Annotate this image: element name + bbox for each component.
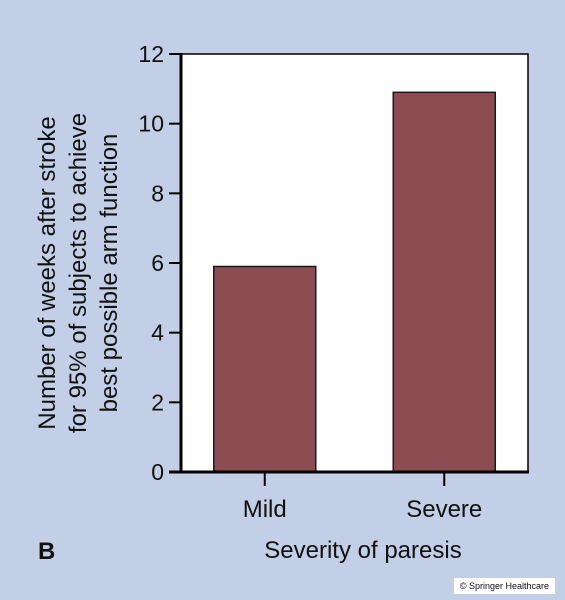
x-tick-label-severe: Severe (406, 496, 482, 523)
x-tick-label-mild: Mild (243, 496, 287, 523)
y-tick-label: 2 (151, 389, 164, 415)
y-axis-label-line: best possible arm function (96, 134, 123, 413)
y-axis-label-line: Number of weeks after stroke (34, 116, 61, 429)
x-axis-label: Severity of paresis (264, 537, 461, 564)
y-axis-label: Number of weeks after stroke for 95% of s… (34, 113, 123, 433)
copyright-notice: © Springer Healthcare (454, 578, 555, 594)
bar-severe (393, 92, 495, 472)
y-tick-label: 4 (151, 320, 164, 346)
panel-label: B (38, 538, 55, 566)
y-tick-label: 10 (138, 111, 164, 137)
y-axis-label-line: for 95% of subjects to achieve (65, 113, 92, 433)
y-tick-label: 0 (151, 459, 164, 485)
y-tick-label: 8 (151, 180, 164, 206)
bar-mild (214, 266, 316, 472)
y-tick-label: 6 (151, 250, 164, 276)
y-tick-label: 12 (138, 41, 164, 67)
